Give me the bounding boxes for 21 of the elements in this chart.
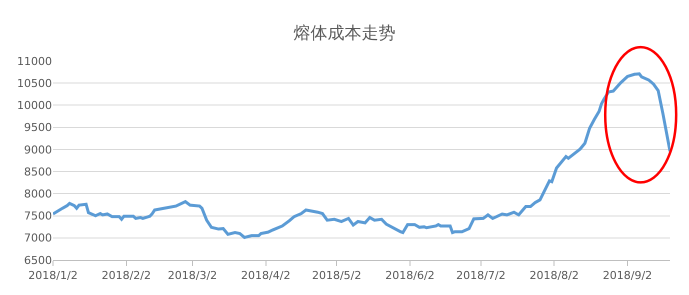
y-tick-label: 10500 xyxy=(17,76,52,90)
x-tick-label: 2018/3/2 xyxy=(168,269,218,282)
x-tick-label: 2018/4/2 xyxy=(241,269,290,282)
y-tick-label: 7000 xyxy=(24,232,52,245)
x-tick-label: 2018/8/2 xyxy=(529,269,579,282)
x-tick-label: 2018/5/2 xyxy=(312,269,362,282)
y-tick-label: 10000 xyxy=(17,99,52,112)
y-tick-label: 6500 xyxy=(24,254,52,267)
x-tick-label: 2018/7/2 xyxy=(456,269,506,282)
x-tick-label: 2018/9/2 xyxy=(602,269,652,282)
x-tick-label: 2018/1/2 xyxy=(28,269,78,282)
y-tick-label: 8500 xyxy=(24,165,52,178)
chart-title: 熔体成本走势 xyxy=(294,23,396,44)
x-tick-label: 2018/6/2 xyxy=(385,269,435,282)
y-tick-label: 11000 xyxy=(17,54,52,68)
y-tick-label: 9000 xyxy=(24,143,52,156)
y-tick-label: 7500 xyxy=(24,210,52,223)
line-series xyxy=(53,72,670,239)
y-tick-label: 8000 xyxy=(24,188,52,201)
y-tick-label: 9500 xyxy=(24,121,52,134)
x-tick-label: 2018/2/2 xyxy=(102,269,151,282)
